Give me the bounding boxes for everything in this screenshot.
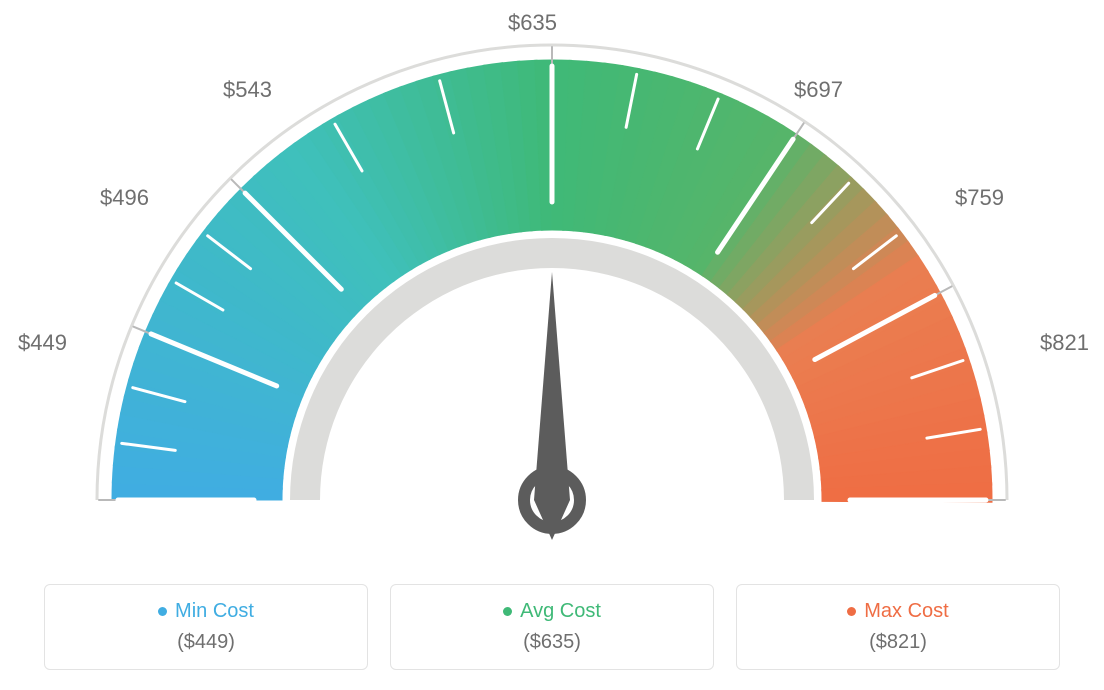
gauge-tick-label: $821 — [1040, 330, 1089, 356]
legend-avg-label: Avg Cost — [520, 600, 601, 623]
legend-max-dot — [847, 607, 856, 616]
legend-max-title: Max Cost — [847, 600, 948, 623]
legend-max: Max Cost ($821) — [736, 584, 1060, 670]
legend-avg-value: ($635) — [523, 631, 581, 654]
legend-row: Min Cost ($449) Avg Cost ($635) Max Cost… — [0, 584, 1104, 670]
legend-avg-title: Avg Cost — [503, 600, 601, 623]
gauge-tick-label: $496 — [100, 185, 149, 211]
legend-min-label: Min Cost — [175, 600, 254, 623]
legend-min-dot — [158, 607, 167, 616]
legend-max-value: ($821) — [869, 631, 927, 654]
legend-min: Min Cost ($449) — [44, 584, 368, 670]
legend-avg-dot — [503, 607, 512, 616]
legend-min-value: ($449) — [177, 631, 235, 654]
gauge-tick-label: $449 — [18, 330, 67, 356]
gauge-tick-label: $635 — [508, 10, 557, 36]
gauge-tick-label: $697 — [794, 77, 843, 103]
legend-avg: Avg Cost ($635) — [390, 584, 714, 670]
gauge-chart: $449 $496 $543 $635 $697 $759 $821 — [0, 0, 1104, 560]
legend-min-title: Min Cost — [158, 600, 254, 623]
gauge-svg — [0, 0, 1104, 560]
cost-gauge-widget: $449 $496 $543 $635 $697 $759 $821 Min Cost ($… — [0, 0, 1104, 690]
legend-max-label: Max Cost — [864, 600, 948, 623]
gauge-tick-label: $759 — [955, 185, 1004, 211]
gauge-tick-label: $543 — [223, 77, 272, 103]
